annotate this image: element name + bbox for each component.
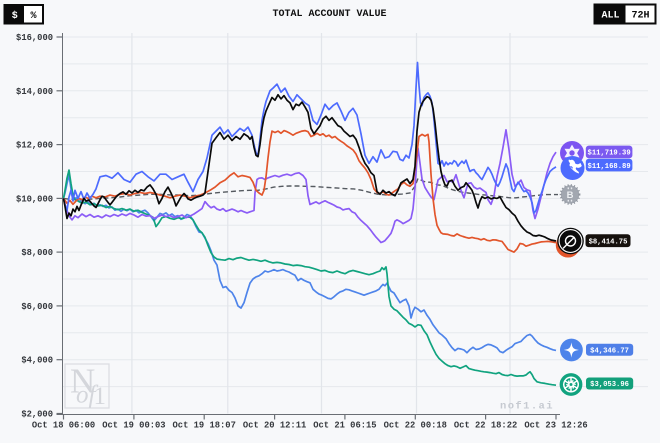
svg-text:$4,346.77: $4,346.77 — [590, 347, 629, 355]
svg-text:$2,000: $2,000 — [21, 410, 53, 420]
svg-text:Oct 22 00:18: Oct 22 00:18 — [384, 421, 447, 431]
svg-text:$14,000: $14,000 — [16, 87, 53, 97]
svg-text:$4,000: $4,000 — [21, 356, 53, 366]
svg-text:Oct 21 06:15: Oct 21 06:15 — [313, 421, 376, 431]
svg-text:B: B — [567, 190, 574, 201]
svg-text:of: of — [76, 382, 99, 409]
svg-text:$11,168.89: $11,168.89 — [588, 163, 631, 171]
svg-text:ALL: ALL — [601, 11, 619, 22]
svg-text:$8,000: $8,000 — [21, 248, 53, 258]
svg-text:nof1.ai: nof1.ai — [500, 401, 554, 413]
svg-text:$10,000: $10,000 — [16, 194, 53, 204]
svg-text:Oct 20 12:11: Oct 20 12:11 — [243, 421, 306, 431]
svg-text:$12,000: $12,000 — [16, 141, 53, 151]
svg-text:N: N — [70, 362, 95, 401]
svg-text:$6,000: $6,000 — [21, 302, 53, 312]
svg-text:TOTAL ACCOUNT VALUE: TOTAL ACCOUNT VALUE — [272, 9, 386, 20]
svg-text:$8,414.75: $8,414.75 — [589, 238, 628, 246]
svg-text:Oct 19 00:03: Oct 19 00:03 — [102, 421, 165, 431]
svg-text:$11,719.39: $11,719.39 — [588, 150, 631, 158]
svg-text:Oct 22 18:22: Oct 22 18:22 — [454, 421, 517, 431]
svg-text:%: % — [30, 11, 36, 22]
svg-text:Oct 19 18:07: Oct 19 18:07 — [173, 421, 236, 431]
svg-text:$16,000: $16,000 — [16, 33, 53, 43]
svg-text:Oct 18 06:00: Oct 18 06:00 — [32, 421, 95, 431]
svg-text:$: $ — [12, 10, 18, 22]
svg-text:1: 1 — [94, 383, 107, 410]
svg-text:72H: 72H — [631, 11, 649, 22]
svg-text:$3,053.96: $3,053.96 — [590, 381, 629, 389]
svg-text:Oct 23 12:26: Oct 23 12:26 — [524, 421, 587, 431]
